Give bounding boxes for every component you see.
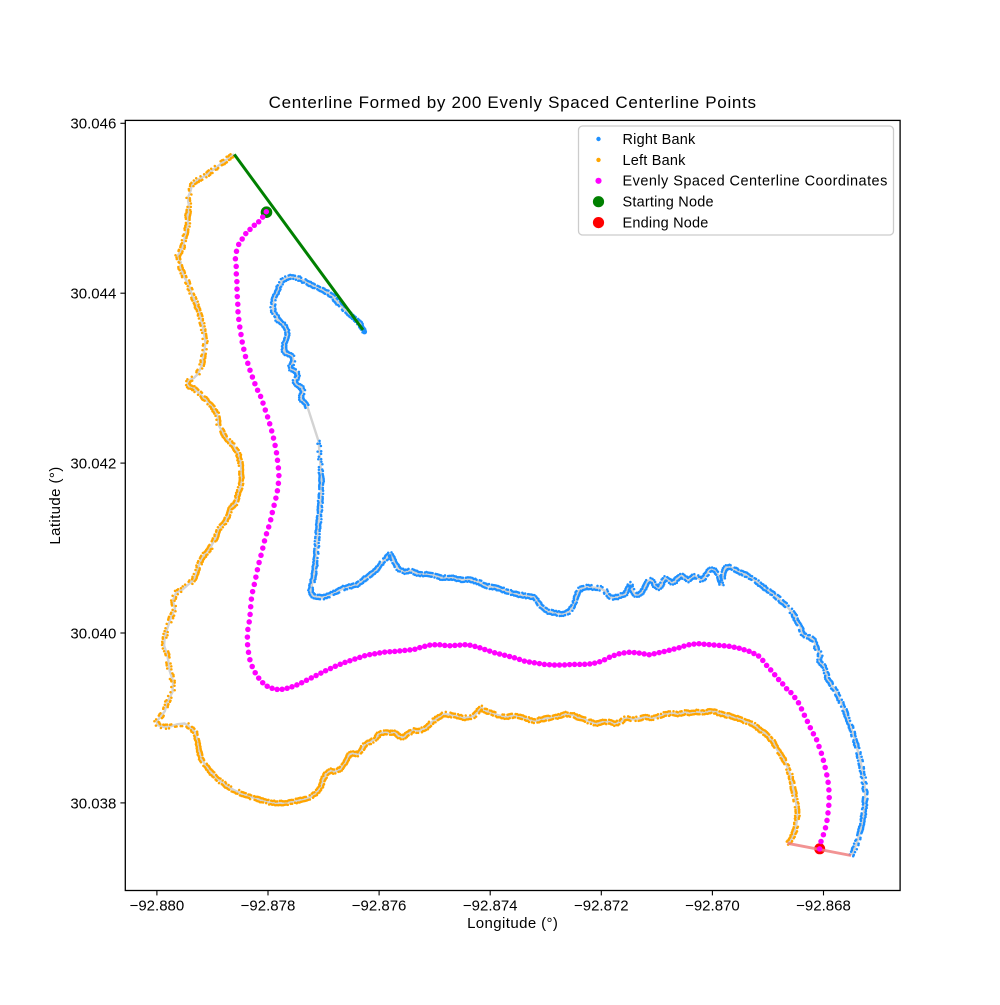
svg-text:30.040: 30.040 [70, 625, 116, 642]
svg-text:30.042: 30.042 [70, 456, 116, 473]
svg-text:Centerline Formed by 200 Evenl: Centerline Formed by 200 Evenly Spaced C… [269, 93, 757, 112]
svg-text:Latitude (°): Latitude (°) [47, 466, 64, 544]
svg-text:−92.868: −92.868 [796, 898, 851, 915]
svg-text:−92.880: −92.880 [130, 898, 185, 915]
svg-text:Evenly Spaced Centerline Coord: Evenly Spaced Centerline Coordinates [623, 174, 888, 190]
svg-text:Left Bank: Left Bank [623, 153, 687, 169]
svg-text:−92.870: −92.870 [685, 898, 740, 915]
svg-text:30.038: 30.038 [70, 795, 116, 812]
svg-text:Starting Node: Starting Node [623, 195, 714, 211]
svg-text:30.046: 30.046 [70, 116, 116, 133]
svg-text:−92.872: −92.872 [574, 898, 629, 915]
svg-text:30.044: 30.044 [70, 286, 116, 303]
svg-text:Ending Node: Ending Node [623, 216, 709, 232]
svg-text:−92.876: −92.876 [352, 898, 407, 915]
svg-text:−92.878: −92.878 [241, 898, 296, 915]
svg-text:Right Bank: Right Bank [623, 132, 696, 148]
svg-text:Longitude (°): Longitude (°) [467, 915, 558, 932]
svg-text:−92.874: −92.874 [463, 898, 518, 915]
